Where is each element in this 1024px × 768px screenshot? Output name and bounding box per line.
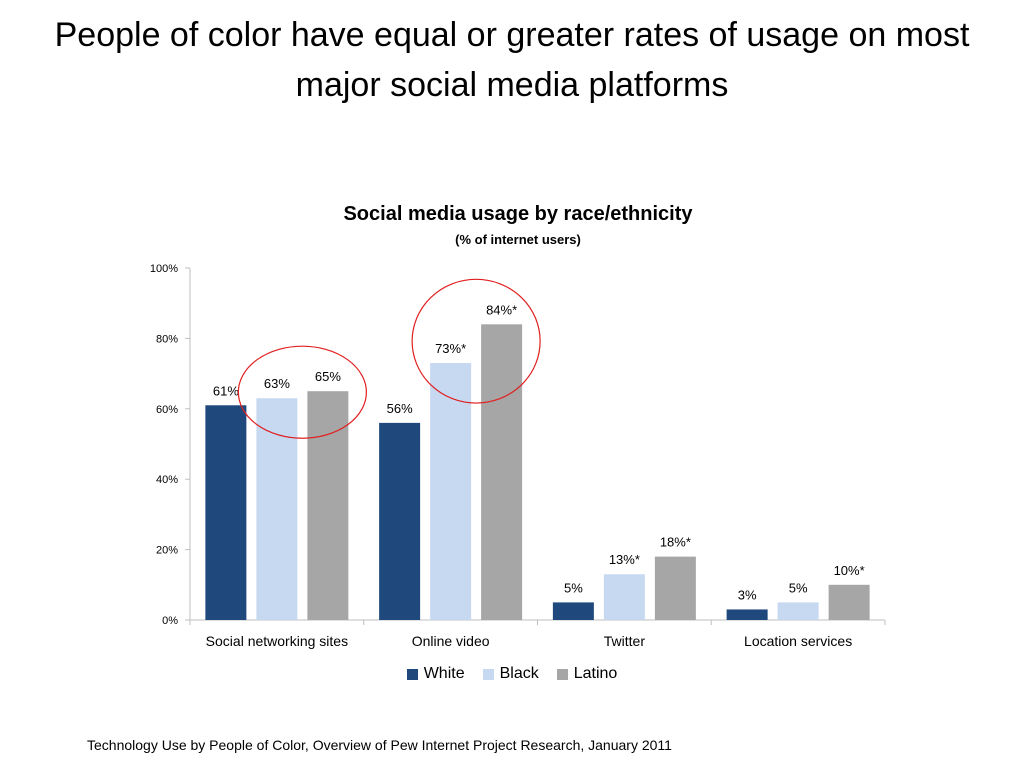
y-tick-label: 80%: [156, 333, 178, 345]
x-tick-label: Online video: [412, 633, 490, 649]
y-tick-label: 20%: [156, 545, 178, 557]
source-citation: Technology Use by People of Color, Overv…: [87, 737, 672, 753]
legend-item-black: Black: [482, 665, 539, 683]
bar-black: [603, 574, 645, 620]
y-tick-label: 60%: [156, 404, 178, 416]
bar-white: [205, 405, 247, 620]
bar-latino: [654, 556, 696, 620]
bar-black: [430, 363, 472, 620]
bar-latino: [481, 324, 523, 620]
bar-chart: 0% 20% 40% 60% 80% 100% 61% 63% 65% Social networ…: [150, 263, 886, 649]
y-tick-label: 40%: [156, 474, 178, 486]
y-tick-label: 0%: [162, 615, 178, 627]
legend-swatch-black: [482, 668, 494, 680]
data-label: 56%: [387, 401, 413, 416]
data-label: 61%: [213, 383, 239, 398]
legend-swatch-white: [406, 668, 418, 680]
data-label: 84%*: [486, 302, 517, 317]
data-label: 5%: [789, 580, 808, 595]
chart-subtitle: (% of internet users): [455, 232, 581, 247]
bar-black: [777, 602, 819, 620]
y-tick-label: 100%: [150, 263, 178, 275]
slide-title: People of color have equal or greater ra…: [54, 16, 970, 104]
data-label: 5%: [564, 580, 583, 595]
chart-legend: White Black Latino: [0, 665, 1024, 683]
legend-label-black: Black: [499, 665, 539, 682]
bar-white: [726, 609, 768, 620]
highlight-circle: [237, 345, 367, 439]
chart-title: Social media usage by race/ethnicity: [343, 203, 693, 225]
highlight-circle: [411, 278, 541, 404]
x-tick-label: Twitter: [604, 633, 646, 649]
bar-black: [256, 398, 298, 620]
legend-item-latino: Latino: [556, 665, 618, 683]
x-tick-label: Social networking sites: [206, 633, 348, 649]
legend-label-white: White: [423, 665, 465, 682]
data-label: 63%: [264, 376, 290, 391]
legend-swatch-latino: [556, 668, 568, 680]
bar-white: [552, 602, 594, 620]
data-label: 10%*: [834, 563, 865, 578]
bar-latino: [307, 391, 349, 620]
data-label: 73%*: [435, 341, 466, 356]
legend-label-latino: Latino: [573, 665, 618, 682]
data-label: 13%*: [609, 552, 640, 567]
data-label: 18%*: [660, 535, 691, 550]
data-label: 3%: [738, 587, 757, 602]
bar-white: [379, 422, 421, 620]
bar-latino: [828, 584, 870, 620]
data-label: 65%: [315, 369, 341, 384]
x-tick-label: Location services: [744, 633, 852, 649]
legend-item-white: White: [406, 665, 465, 683]
